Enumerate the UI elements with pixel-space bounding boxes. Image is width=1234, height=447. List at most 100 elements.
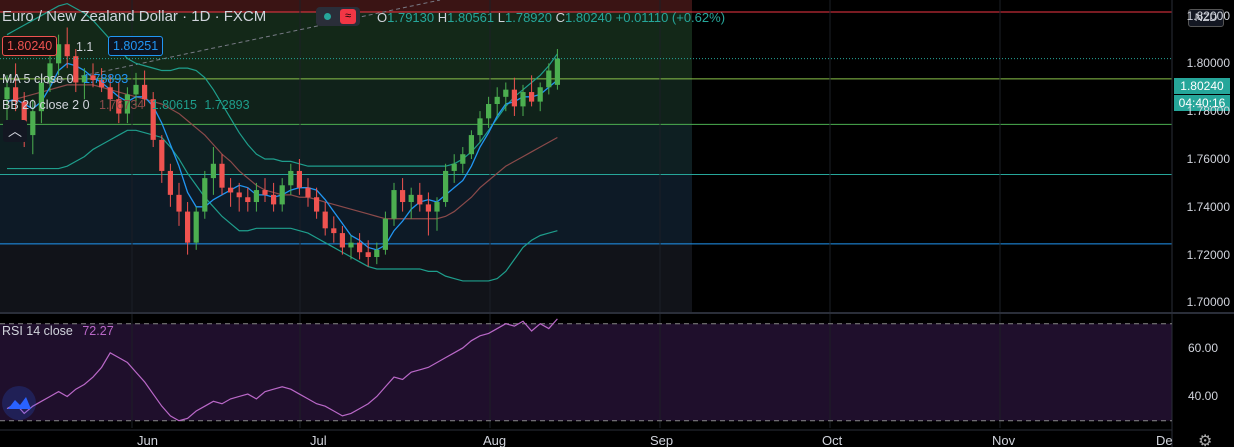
candle-body [279,185,285,205]
candle-body [503,89,509,97]
ma-legend[interactable]: MA 5 close 0 1.78893 [2,72,128,86]
candle-body [408,194,414,203]
countdown-badge: 04:40:16 [1174,95,1230,111]
low-value: 1.78920 [505,10,552,25]
time-tick-label: Aug [483,433,507,447]
chevron-up-icon[interactable]: ︿ [3,120,27,142]
ohlc-readout: O1.79130 H1.80561 L1.78920 C1.80240 +0.0… [377,10,725,25]
spread-value: 1.1 [76,40,94,54]
market-open-dot-icon [324,13,331,20]
candle-body [107,87,113,100]
low-label: L [497,10,505,25]
candle-body [228,187,234,193]
market-status-pill[interactable]: ≈ [316,7,360,26]
time-tick-label: Jul [310,433,327,447]
candle-body [546,70,552,88]
candle-body [81,75,87,83]
candle-body [133,84,139,95]
candle-body [150,99,156,140]
high-label: H [437,10,448,25]
candle-body [537,87,543,102]
candle-body [554,58,560,85]
time-tick-label: Nov [992,433,1016,447]
trend-line [39,0,441,86]
candle-body [511,89,517,107]
time-tick-label: Jun [137,433,158,447]
candle-body [64,44,70,57]
candle-body [314,197,320,212]
bb-upper-line [6,2,558,167]
rsi-tick-label: 60.00 [1187,340,1218,355]
open-label: O [377,10,388,25]
candle-body [202,178,208,212]
candle-body [443,170,449,203]
candle-body [391,190,397,219]
fib-zone [0,174,692,244]
rsi-line [6,318,558,422]
candle-body [486,104,492,119]
candle-body [529,92,535,102]
bb-legend[interactable]: BB 20 close 2 0 1.76734 1.80615 1.72893 [2,98,250,112]
candle-body [271,194,277,205]
candle-body [434,202,440,212]
candle-body [339,233,345,248]
candle-body [30,111,36,136]
candle-body [116,99,122,114]
close-label: C [555,10,566,25]
rsi-legend[interactable]: RSI 14 close 72.27 [2,324,114,338]
change-value: +0.01110 (+0.62%) [615,10,726,25]
candle-body [331,228,337,234]
price-tick-label: 1.76000 [1186,151,1230,166]
rsi-value: 72.27 [82,324,114,338]
fib-zone [0,124,692,175]
candle-body [262,190,268,195]
candle-body [38,82,44,112]
candle-body [236,192,242,198]
symbol-title[interactable]: Euro / New Zealand Dollar · 1D · FXCM [2,8,267,25]
candle-body [400,190,406,203]
time-tick-label: De [1156,433,1173,447]
candle-body [159,139,165,171]
candle-body [4,87,10,100]
candle-body [245,197,251,203]
candle-body [382,218,388,250]
time-tick-label: Oct [822,433,843,447]
buy-price-box[interactable]: 1.80251 [108,36,164,56]
time-tick-label: Sep [650,433,674,447]
candle-body [56,44,62,64]
fib-zone [0,0,692,12]
currency-badge[interactable]: NZD [1188,9,1224,27]
candle-body [417,194,423,205]
candle-body [357,242,363,253]
price-tick-label: 1.82000 [1186,8,1230,23]
candle-body [99,80,105,88]
candle-body [451,163,457,171]
candle-body [365,252,371,258]
price-tick-label: 1.80000 [1186,56,1230,71]
candle-body [296,170,302,188]
candle-body [477,118,483,136]
rsi-tick-label: 40.00 [1187,389,1218,404]
bb-basis-value: 1.76734 [99,98,145,112]
candle-body [185,211,191,243]
gear-icon[interactable]: ⚙ [1198,433,1213,447]
candle-body [167,170,173,195]
candle-body [288,170,294,186]
high-value: 1.80561 [447,10,495,25]
candle-body [348,242,354,248]
candle-body [193,211,199,243]
close-value: 1.80240 [565,10,613,25]
candle-body [210,163,216,179]
candle-body [142,84,148,100]
ma-label: MA 5 close 0 [2,72,74,86]
candle-body [305,187,311,198]
tradingview-logo-icon[interactable] [2,386,36,420]
ma-value: 1.78893 [83,72,129,86]
candle-body [460,154,466,164]
candle-body [322,211,328,229]
candle-body [494,96,500,104]
sell-price-box[interactable]: 1.80240 [2,36,58,56]
price-tick-label: 1.78000 [1186,104,1230,119]
last-price-badge: 1.80240 [1174,78,1230,94]
rsi-label: RSI 14 close [2,324,73,338]
